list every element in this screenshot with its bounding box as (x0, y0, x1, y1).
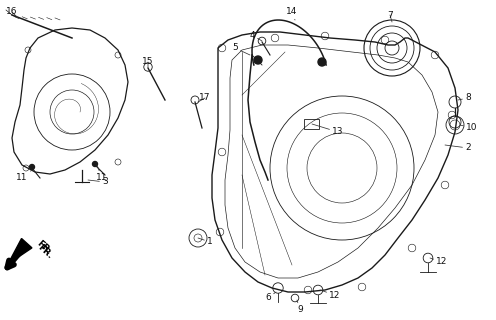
Text: 12: 12 (430, 258, 448, 267)
Text: 9: 9 (297, 300, 303, 315)
Text: 3: 3 (88, 178, 108, 187)
Text: 11: 11 (96, 165, 108, 182)
Text: 17: 17 (198, 93, 211, 102)
Circle shape (92, 162, 98, 166)
Text: 4: 4 (249, 30, 262, 41)
Polygon shape (8, 238, 32, 264)
Text: 12: 12 (320, 290, 341, 300)
Text: FR.: FR. (35, 239, 53, 257)
Text: 5: 5 (232, 44, 250, 55)
Text: 15: 15 (142, 58, 154, 67)
Text: 10: 10 (460, 124, 478, 132)
Circle shape (29, 164, 35, 170)
Circle shape (318, 58, 326, 66)
Text: 8: 8 (458, 93, 471, 102)
Circle shape (254, 56, 262, 64)
Text: 2: 2 (445, 143, 471, 153)
Text: FR.: FR. (36, 243, 54, 261)
Text: 13: 13 (312, 124, 344, 137)
Text: 7: 7 (387, 11, 393, 22)
Text: 1: 1 (198, 237, 213, 246)
Text: 6: 6 (265, 292, 276, 302)
Text: 14: 14 (286, 7, 298, 20)
Text: 16: 16 (6, 7, 18, 18)
Text: 11: 11 (16, 170, 32, 182)
